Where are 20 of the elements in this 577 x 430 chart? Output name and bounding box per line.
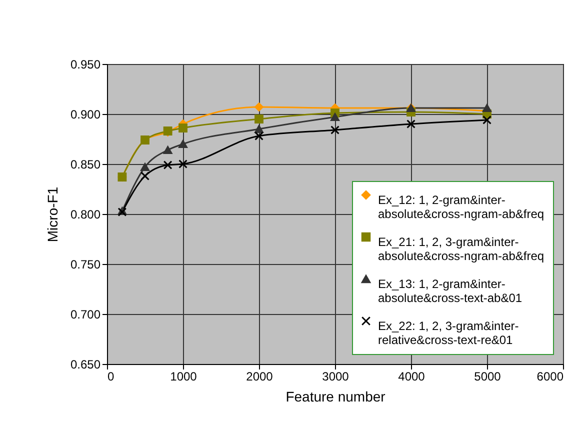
y-tick-label: 0.950 xyxy=(70,58,101,72)
x-tick-label: 2000 xyxy=(246,370,274,384)
x-tick-label: 5000 xyxy=(474,370,502,384)
legend-label: Ex_22: 1, 2, 3-gram&inter-relative&cross-text-re&01 xyxy=(378,319,519,347)
y-tick-label: 0.650 xyxy=(70,358,101,372)
y-tick-label: 0.900 xyxy=(70,108,101,122)
x-tick-label: 3000 xyxy=(322,370,350,384)
legend-label: Ex_12: 1, 2-gram&inter-absolute&cross-ngram-ab&freq xyxy=(378,193,544,221)
legend-label: Ex_21: 1, 2, 3-gram&inter-absolute&cross-ngram-ab&freq xyxy=(378,235,544,263)
x-tick-label: 0 xyxy=(108,370,114,384)
y-axis-title: Micro-F1 xyxy=(44,186,60,242)
y-tick-label: 0.850 xyxy=(70,158,101,172)
legend-label: Ex_13: 1, 2-gram&inter-absolute&cross-text-ab&01 xyxy=(378,277,522,305)
x-tick-label: 4000 xyxy=(398,370,426,384)
x-tick-label: 1000 xyxy=(170,370,198,384)
x-tick-label: 6000 xyxy=(536,370,564,384)
y-tick-label: 0.750 xyxy=(70,258,101,272)
x-axis-title: Feature number xyxy=(286,388,386,404)
y-tick-label: 0.800 xyxy=(70,208,101,222)
y-tick-label: 0.700 xyxy=(70,308,101,322)
